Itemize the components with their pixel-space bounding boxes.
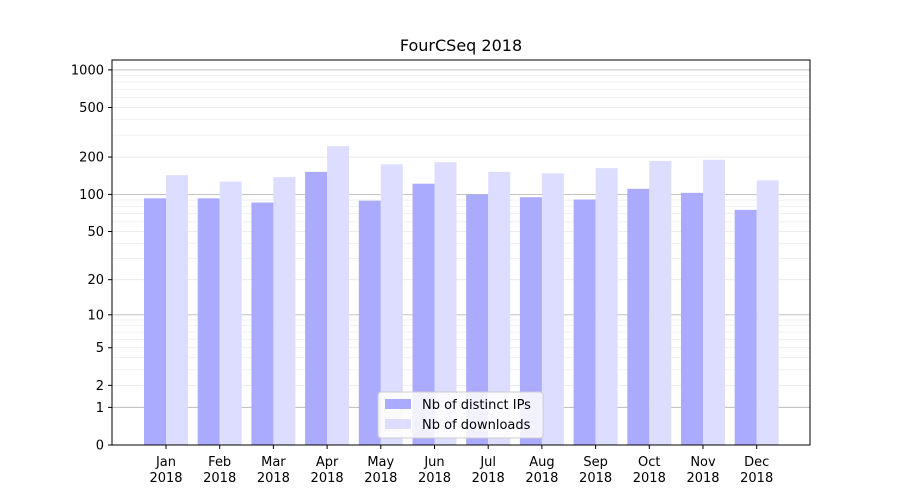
bar-distinct-ips-1 [197,198,220,445]
bar-downloads-6 [488,171,511,445]
bar-distinct-ips-11 [734,209,757,445]
bar-downloads-9 [649,160,672,445]
legend: Nb of distinct IPs Nb of downloads [377,391,544,439]
x-tick-label: Jul 2018 [472,455,505,486]
y-tick-label: 100 [79,188,104,203]
y-tick-label: 500 [79,101,104,116]
bar-distinct-ips-8 [573,199,596,445]
x-tick-label: Jan 2018 [149,455,182,486]
bar-distinct-ips-7 [519,197,542,445]
bar-downloads-10 [703,159,725,445]
bar-downloads-8 [595,168,618,445]
y-tick-label: 1 [96,401,104,416]
plot-frame [111,59,811,446]
x-tick-label: Apr 2018 [311,455,344,486]
bars-layer [144,146,779,446]
bar-downloads-4 [380,164,403,445]
bar-downloads-1 [219,181,242,445]
y-tick-label: 1000 [71,63,104,78]
x-tick-label: Aug 2018 [525,455,558,486]
legend-box [377,391,544,439]
bar-downloads-3 [327,146,350,446]
x-tick-label: Sep 2018 [579,455,612,486]
bar-distinct-ips-10 [681,192,703,445]
x-tick-label: Oct 2018 [633,455,666,486]
bar-downloads-7 [541,173,564,445]
x-tick-label: Mar 2018 [257,455,290,486]
y-tick-label: 5 [96,341,104,356]
legend-label: Nb of downloads [422,418,531,433]
legend-label: Nb of distinct IPs [422,398,531,413]
y-tick-label: 50 [87,225,104,240]
x-tick-label: Jun 2018 [418,455,451,486]
bar-distinct-ips-6 [466,194,489,445]
bar-downloads-0 [166,175,188,445]
bar-distinct-ips-3 [305,171,328,445]
bar-distinct-ips-5 [412,183,435,446]
bar-distinct-ips-2 [251,202,274,445]
x-tick-label: Nov 2018 [686,455,719,486]
x-tick-label: May 2018 [364,455,397,486]
legend-swatch [385,399,411,409]
bar-downloads-5 [434,162,457,445]
y-tick-label: 10 [87,308,104,323]
y-tick-label: 200 [79,151,104,166]
x-axis: Jan 2018 Feb 2018 Mar 2018 Apr 2018 May 2018 Jun 20… [149,445,773,486]
bar-distinct-ips-9 [627,188,650,445]
bar-distinct-ips-0 [144,198,166,445]
bar-downloads-11 [756,180,779,445]
y-axis: 0 1 2 5 10 20 50 100 200 500 1000 [71,63,112,454]
y-tick-label: 0 [96,439,104,454]
y-tick-label: 2 [96,379,104,394]
chart-title: FourCSeq 2018 [400,36,522,55]
x-tick-label: Feb 2018 [203,455,236,486]
x-tick-label: Dec 2018 [740,455,773,486]
bar-distinct-ips-4 [358,200,381,445]
bar-downloads-2 [273,177,296,445]
legend-swatch [385,419,411,429]
y-tick-label: 20 [87,273,104,288]
